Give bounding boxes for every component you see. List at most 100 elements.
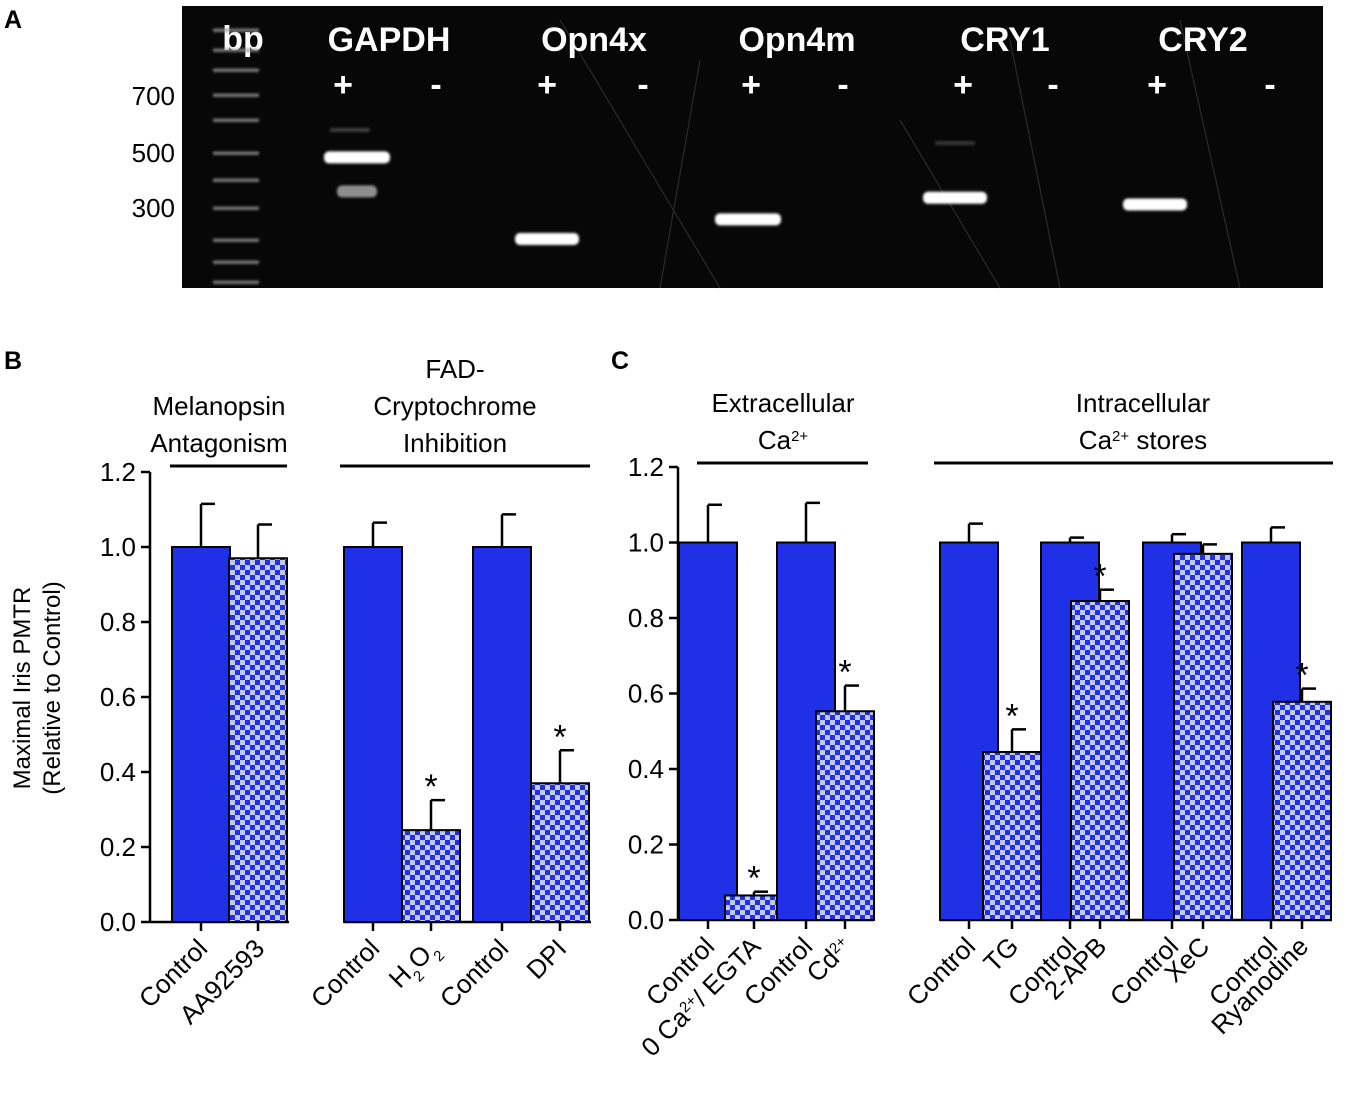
gel-streak: [559, 19, 721, 289]
group-title-line: Antagonism: [150, 428, 287, 458]
y-tick-label: 0.8: [628, 603, 664, 633]
bar-chart-b: B Maximal Iris PMTR (Relative to Control…: [4, 347, 591, 1030]
size-label: 500: [132, 138, 175, 168]
bar: [678, 541, 738, 921]
size-label: 700: [132, 81, 175, 111]
y-tick-label: 0.4: [628, 754, 664, 784]
gel-panel-a: A bp 700 500 300 GAPDH + - Opn4x + - Opn4m + - CRY1…: [4, 6, 1323, 289]
gel-band: [337, 185, 377, 198]
ladder-header: bp: [222, 20, 264, 58]
y-tick-label: 1.0: [100, 532, 136, 562]
bar-chart-c: C 0.0 0.2 0.4 0.6 0.8 1.0 1.2 Extracellular Ca2+…: [611, 347, 1333, 1062]
lane-headers: GAPDH+ -Opn4x+ -Opn4m+ -CRY1+ -CRY2+ -: [328, 21, 1276, 104]
gel-band: [923, 191, 987, 204]
ladder-band: [213, 151, 259, 155]
gel-band-faint: [330, 128, 370, 132]
gel-streaks: [559, 19, 1241, 289]
bar: [1070, 600, 1130, 921]
lane-minus-label: -: [1047, 66, 1058, 104]
group-title-line: Inhibition: [403, 428, 507, 458]
panel-label-c: C: [611, 347, 629, 375]
significance-star: *: [1093, 558, 1106, 596]
gel-band: [515, 232, 579, 245]
y-tick-label: 0.6: [628, 679, 664, 709]
lane-gene-label: CRY1: [960, 21, 1049, 59]
x-tick-label: Control: [305, 933, 385, 1013]
y-tick-label: 0.2: [628, 830, 664, 860]
lane-plus-label: +: [1147, 66, 1167, 104]
y-tick-label: 0.0: [100, 907, 136, 937]
ladder-band: [213, 93, 259, 97]
lane-gene-label: Opn4m: [738, 21, 855, 59]
lane-gene-label: GAPDH: [328, 21, 451, 59]
y-tick-label: 1.2: [100, 457, 136, 487]
gel-streak: [1009, 39, 1061, 289]
y-tick-label: 0.4: [100, 757, 136, 787]
ladder-band: [213, 178, 259, 182]
gel-streak: [899, 119, 1001, 289]
gel-band-faint: [935, 141, 975, 145]
y-tick-label: 0.0: [628, 905, 664, 935]
significance-star: *: [1295, 657, 1308, 695]
lane-minus-label: -: [637, 66, 648, 104]
group-title-line: Ca2+: [758, 425, 809, 455]
ladder-band: [213, 68, 259, 72]
gel-band: [715, 213, 781, 226]
dna-ladder: [213, 28, 259, 284]
gel-streak: [659, 59, 701, 289]
y-tick-label: 0.8: [100, 607, 136, 637]
y-axis-label-line2: (Relative to Control): [39, 581, 66, 794]
bar: [982, 751, 1042, 922]
bar: [724, 894, 784, 922]
lane-gene-label: CRY2: [1158, 21, 1247, 59]
y-tick-label: 1.2: [628, 452, 664, 482]
ladder-band: [213, 238, 259, 242]
ladder-band: [213, 118, 259, 122]
size-label: 300: [132, 193, 175, 223]
group-title-line: Extracellular: [711, 388, 854, 418]
y-tick-label: 0.2: [100, 832, 136, 862]
lane-gene-label: Opn4x: [541, 21, 647, 59]
gel-background: [182, 6, 1323, 288]
bar: [343, 546, 403, 923]
ladder-band: [213, 280, 259, 284]
bar: [815, 710, 875, 921]
lane-plus-label: +: [537, 66, 557, 104]
y-tick-label: 0.6: [100, 682, 136, 712]
group-title-line: Melanopsin: [153, 391, 286, 421]
x-tick-label: Cd2+: [800, 931, 857, 988]
lane-minus-label: -: [430, 66, 441, 104]
bar: [1173, 552, 1233, 921]
panel-label-b: B: [4, 347, 22, 375]
gel-bands: [324, 128, 1187, 245]
x-tick-label: Control: [434, 933, 514, 1013]
lane-minus-label: -: [1264, 66, 1275, 104]
significance-star: *: [838, 654, 851, 692]
significance-star: *: [1005, 697, 1018, 735]
group-title-line: FAD-: [425, 354, 484, 384]
group-title-line: Ca2+ stores: [1079, 425, 1207, 455]
x-tick-label: DPI: [520, 933, 572, 985]
y-tick-label: 1.0: [628, 528, 664, 558]
lane-plus-label: +: [741, 66, 761, 104]
significance-star: *: [747, 860, 760, 898]
ladder-band: [213, 48, 259, 52]
bar: [401, 829, 461, 923]
ladder-band: [213, 260, 259, 264]
bar: [530, 782, 590, 923]
x-tick-label: TG: [977, 931, 1024, 978]
ladder-band: [213, 28, 259, 32]
bar: [171, 546, 231, 923]
bar: [1272, 700, 1332, 921]
significance-star: *: [553, 718, 566, 756]
gel-streak: [1179, 19, 1241, 289]
lane-plus-label: +: [333, 66, 353, 104]
x-tick-label: Control: [901, 931, 981, 1011]
lane-plus-label: +: [953, 66, 973, 104]
group-title-line: Cryptochrome: [373, 391, 536, 421]
lane-minus-label: -: [837, 66, 848, 104]
panel-label-a: A: [4, 6, 22, 34]
gel-band: [324, 151, 390, 164]
bar: [228, 557, 288, 923]
